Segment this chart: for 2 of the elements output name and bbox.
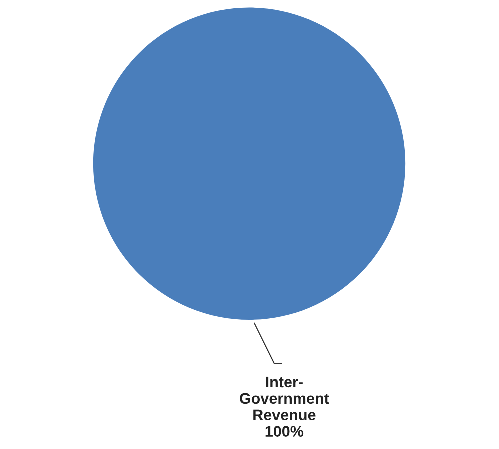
slice-label: Inter-Government Revenue — [240, 376, 330, 421]
data-label: 100% — [266, 426, 304, 437]
